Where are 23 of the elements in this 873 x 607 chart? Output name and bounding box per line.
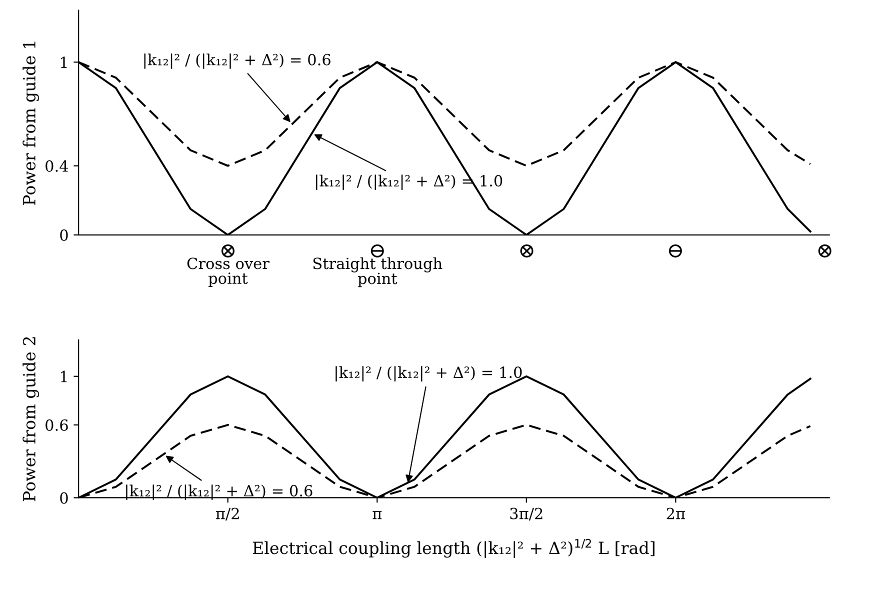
annotation: |k₁₂|² / (|k₁₂|² + Δ²) = 1.0 [336,366,522,382]
y-tick-label: 0.6 [46,419,68,431]
y-tick-label: 0.4 [46,160,68,172]
text: Straight through point [313,257,442,288]
annotation: |k₁₂|² / (|k₁₂|² + Δ²) = 0.6 [144,54,330,69]
y-axis-title: Power from guide 1 [22,42,39,205]
text: ⊗ [818,244,832,258]
y-tick-label: 0 [60,492,68,504]
x-tick-label: π/2 [216,508,239,520]
annotation: |k₁₂|² / (|k₁₂|² + Δ²) = 0.6 [126,484,312,500]
x-tick-label: 3π/2 [510,508,542,520]
x-tick-label: π [372,511,382,520]
x-tick-label: 2π [666,508,686,520]
y-tick-label: 0 [60,229,68,241]
y-axis-title: Power from guide 2 [22,337,39,502]
text: Cross over point [187,258,270,287]
y-tick-label: 1 [60,370,67,382]
text: ⊖ [668,244,682,258]
x-axis-title: Electrical coupling length (|k₁₂|² + Δ²)$^{1/2}$ L [rad] [252,538,654,558]
text: ⊗ [520,244,534,258]
text: ⊗ [221,244,235,258]
y-tick-label: 1 [60,56,67,68]
text: ⊖ [370,244,384,258]
